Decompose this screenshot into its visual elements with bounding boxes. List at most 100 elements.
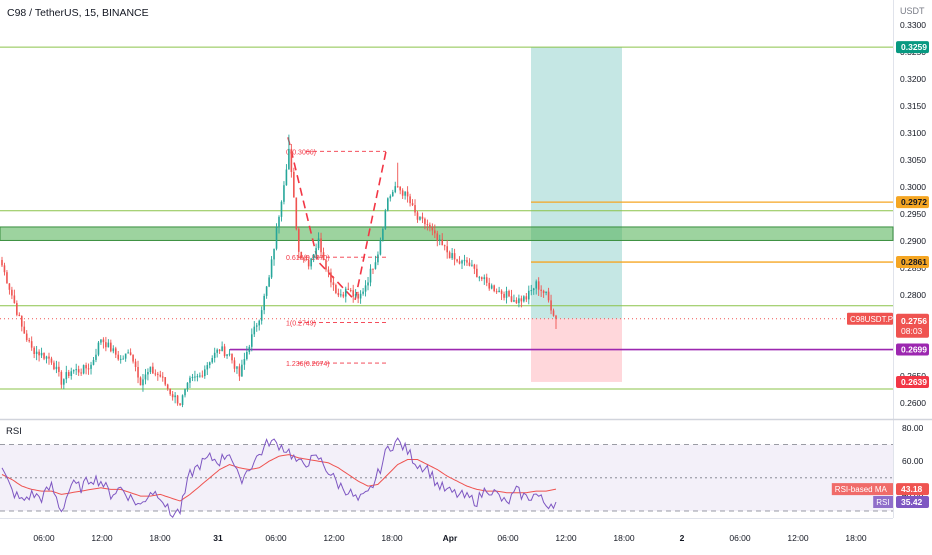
- candle: [555, 314, 557, 330]
- candle: [40, 347, 43, 359]
- candle: [191, 373, 194, 382]
- candle-body: [275, 227, 278, 249]
- candle: [58, 361, 60, 377]
- candle-body: [320, 238, 322, 253]
- candle-body: [379, 239, 382, 255]
- price-axis-label-bg: [896, 375, 929, 388]
- fib-level-label: 1.236(0.2674): [286, 361, 330, 368]
- candle-body: [236, 366, 238, 369]
- candle-body: [258, 320, 261, 326]
- candle: [28, 337, 31, 343]
- candle: [283, 181, 285, 205]
- candle-body: [396, 186, 399, 188]
- candle-body: [310, 258, 312, 267]
- candle-body: [406, 191, 409, 197]
- candle: [204, 365, 206, 379]
- candle: [426, 219, 429, 231]
- candle-body: [419, 216, 421, 220]
- candle: [525, 292, 528, 303]
- candle-body: [124, 353, 127, 359]
- candle: [312, 253, 315, 263]
- symbol-title[interactable]: C98 / TetherUS, 15, BINANCE: [7, 7, 149, 19]
- candle: [38, 349, 40, 362]
- candle-body: [337, 292, 340, 296]
- candle: [389, 194, 392, 202]
- candle: [406, 186, 409, 203]
- candle-body: [85, 365, 87, 369]
- candle: [520, 295, 523, 308]
- support-zone-rect[interactable]: [0, 226, 894, 241]
- candle: [424, 217, 426, 230]
- candle-body: [58, 366, 60, 372]
- candle-body: [55, 366, 58, 370]
- candle-body: [117, 354, 120, 360]
- candle: [295, 197, 298, 231]
- time-axis-tick: 18:00: [149, 533, 171, 543]
- candle-body: [38, 351, 40, 356]
- time-axis-tick: 12:00: [787, 533, 809, 543]
- candle-body: [525, 296, 528, 300]
- candle: [453, 248, 456, 266]
- price-axis-tick: 0.3000: [900, 182, 926, 192]
- candle: [441, 233, 444, 246]
- candle-body: [211, 358, 214, 363]
- candle-body: [65, 372, 68, 380]
- candle-body: [359, 293, 362, 299]
- candle: [223, 343, 226, 358]
- candle-body: [137, 366, 139, 378]
- candle-body: [290, 148, 293, 172]
- candle: [70, 367, 73, 380]
- candle: [513, 294, 515, 303]
- last-price-value: 0.2756: [901, 316, 927, 326]
- candle: [340, 289, 342, 298]
- candle-body: [110, 342, 112, 352]
- candle-body: [28, 340, 31, 342]
- candle-body: [30, 341, 33, 348]
- candle-body: [552, 310, 555, 316]
- candle: [500, 289, 503, 301]
- candle-body: [253, 326, 256, 335]
- candle-body: [391, 192, 394, 197]
- candle: [171, 391, 174, 401]
- currency-label: USDT: [900, 6, 925, 16]
- candle: [25, 330, 28, 342]
- candle-body: [154, 373, 157, 375]
- long-position-stop-zone[interactable]: [531, 318, 622, 382]
- long-position-target-zone[interactable]: [531, 47, 622, 319]
- candle: [218, 348, 221, 354]
- candle: [243, 352, 246, 370]
- candle-body: [16, 303, 18, 315]
- candle-body: [414, 205, 416, 213]
- candle: [320, 232, 322, 257]
- last-price-countdown: 08:03: [901, 326, 923, 336]
- candle-body: [382, 228, 384, 240]
- candle-body: [25, 333, 28, 341]
- candle: [419, 216, 421, 221]
- candle: [443, 244, 446, 251]
- candle: [414, 199, 416, 216]
- candle: [67, 369, 70, 379]
- candle: [238, 363, 241, 381]
- candle-body: [490, 285, 493, 289]
- price-axis-label: 0.2861: [901, 257, 927, 267]
- candle: [80, 368, 82, 376]
- candle-body: [297, 229, 300, 252]
- candle-body: [500, 290, 503, 294]
- candle: [330, 268, 332, 288]
- candle: [50, 356, 53, 365]
- symbol-tag[interactable]: C98USDT.P: [850, 315, 893, 324]
- candle: [503, 291, 505, 301]
- candle-body: [330, 272, 332, 283]
- candle: [20, 315, 23, 332]
- candle: [213, 347, 216, 363]
- price-axis-label: 0.2699: [901, 345, 927, 355]
- candle: [399, 186, 401, 195]
- candle: [458, 256, 461, 265]
- candle: [179, 402, 181, 406]
- candle: [258, 319, 261, 331]
- time-axis-tick: 06:00: [265, 533, 287, 543]
- candle-body: [367, 282, 369, 286]
- candle-body: [72, 370, 75, 372]
